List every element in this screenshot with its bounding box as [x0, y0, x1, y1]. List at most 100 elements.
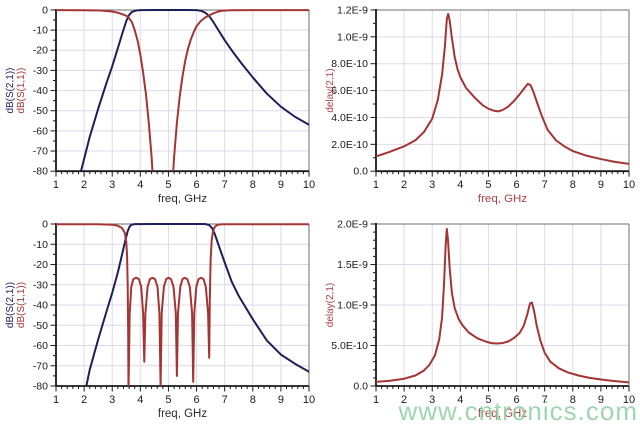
svg-text:3: 3 — [429, 394, 435, 406]
grid — [376, 224, 629, 386]
svg-text:4: 4 — [457, 179, 463, 191]
svg-text:6: 6 — [513, 394, 519, 406]
svg-text:0.0: 0.0 — [353, 167, 368, 178]
svg-text:2.0E-10: 2.0E-10 — [331, 140, 368, 151]
svg-text:9: 9 — [598, 394, 604, 406]
svg-text:7: 7 — [542, 394, 548, 406]
svg-text:5: 5 — [165, 179, 171, 191]
svg-text:1: 1 — [373, 394, 379, 406]
y-tick-labels: 0.0 2.0E-10 4.0E-10 6.0E-10 8.0E-10 1.0E-9 1.2… — [331, 5, 368, 177]
svg-text:-60: -60 — [33, 126, 48, 137]
svg-text:5: 5 — [165, 394, 171, 406]
svg-text:2: 2 — [401, 394, 407, 406]
x-axis-ticks — [55, 171, 310, 177]
svg-text:-30: -30 — [33, 66, 48, 77]
svg-text:1.0E-9: 1.0E-9 — [337, 32, 368, 43]
svg-text:8: 8 — [570, 394, 576, 406]
svg-text:10: 10 — [303, 179, 315, 191]
svg-text:-50: -50 — [33, 106, 48, 117]
svg-text:2: 2 — [401, 179, 407, 191]
frame — [376, 9, 630, 172]
series-dB(S(2,1)) — [79, 8, 309, 172]
svg-text:0.0: 0.0 — [353, 381, 368, 393]
svg-text:4.0E-10: 4.0E-10 — [331, 113, 368, 124]
svg-text:7: 7 — [222, 394, 228, 406]
svg-text:2: 2 — [81, 394, 87, 406]
svg-text:5: 5 — [485, 179, 491, 191]
svg-text:7: 7 — [222, 179, 228, 191]
svg-text:-70: -70 — [33, 147, 48, 158]
y-axis-label-1: dB(S(1,1)) — [16, 68, 27, 114]
svg-text:-80: -80 — [33, 381, 48, 393]
x-tick-labels: 1 2 3 4 5 6 7 8 9 10 — [53, 179, 315, 191]
svg-text:-40: -40 — [33, 86, 48, 97]
svg-text:1.5E-9: 1.5E-9 — [337, 259, 368, 271]
svg-text:1.0E-9: 1.0E-9 — [337, 300, 368, 312]
x-axis-label: freq, GHz — [158, 193, 207, 205]
svg-text:10: 10 — [623, 394, 635, 406]
chart-svg-sparams-butterworth: 1 2 3 4 5 6 7 8 9 10 0 -10 -20 -30 -40 -50 -60 -70 -80 freq… — [5, 5, 315, 205]
y-axis-ticks — [50, 223, 56, 387]
y-axis-label-1: dB(S(1,1)) — [16, 282, 27, 328]
y-tick-labels: 0.0 5.0E-10 1.0E-9 1.5E-9 2.0E-9 — [331, 219, 368, 393]
svg-text:6.0E-10: 6.0E-10 — [331, 86, 368, 97]
svg-text:-80: -80 — [33, 167, 48, 178]
svg-text:6: 6 — [513, 179, 519, 191]
chart-delay-butterworth: 1 2 3 4 5 6 7 8 9 10 0.0 2.0E-10 4.0E-10 6.0E-10 8.0E-… — [320, 0, 640, 214]
svg-text:-20: -20 — [33, 259, 48, 271]
y-axis-label-0: delay(2,1) — [325, 283, 336, 327]
svg-text:4: 4 — [457, 394, 463, 406]
svg-text:9: 9 — [278, 394, 284, 406]
svg-text:4: 4 — [137, 179, 143, 191]
frame — [376, 223, 630, 386]
x-axis-label: freq, GHz — [158, 408, 207, 420]
svg-text:-70: -70 — [33, 360, 48, 372]
svg-text:-10: -10 — [33, 239, 48, 251]
svg-text:5: 5 — [485, 394, 491, 406]
svg-text:3: 3 — [429, 179, 435, 191]
svg-text:6: 6 — [193, 394, 199, 406]
series-delay(2,1) — [376, 227, 629, 384]
svg-text:9: 9 — [598, 179, 604, 191]
x-axis-label: freq, GHz — [478, 408, 527, 420]
svg-text:-20: -20 — [33, 46, 48, 57]
svg-text:1: 1 — [53, 179, 59, 191]
axes — [55, 8, 309, 173]
y-axis-ticks — [50, 9, 56, 172]
x-axis-ticks — [375, 171, 630, 177]
series-delay(2,1) — [376, 12, 629, 165]
grid — [56, 9, 309, 172]
axes — [375, 8, 629, 173]
svg-text:8.0E-10: 8.0E-10 — [331, 59, 368, 70]
series-dB(S(1,1)) — [56, 223, 309, 386]
svg-text:0: 0 — [42, 219, 48, 231]
x-tick-labels: 1 2 3 4 5 6 7 8 9 10 — [53, 394, 315, 406]
x-axis-label: freq, GHz — [478, 193, 527, 205]
svg-text:8: 8 — [250, 394, 256, 406]
chart-sparams-butterworth: 1 2 3 4 5 6 7 8 9 10 0 -10 -20 -30 -40 -50 -60 -70 -80 freq… — [0, 0, 320, 214]
svg-text:1: 1 — [53, 394, 59, 406]
y-axis-label-0: dB(S(2,1)) — [5, 282, 16, 328]
y-axis-label-0: delay(2,1) — [325, 68, 336, 112]
svg-text:8: 8 — [570, 179, 576, 191]
series-dB(S(1,1)) — [56, 9, 309, 172]
chart-svg-delay-butterworth: 1 2 3 4 5 6 7 8 9 10 0.0 2.0E-10 4.0E-10 6.0E-10 8.0E-… — [325, 5, 635, 205]
y-axis-ticks — [370, 223, 376, 387]
x-axis-ticks — [375, 386, 630, 392]
y-axis-label-0: dB(S(2,1)) — [5, 68, 16, 114]
svg-text:5.0E-10: 5.0E-10 — [331, 340, 368, 352]
svg-text:9: 9 — [278, 179, 284, 191]
chart-sparams-chebyshev: 1 2 3 4 5 6 7 8 9 10 0 -10 -20 -30 -40 -50 -60 -70 -80 freq… — [0, 214, 320, 429]
x-axis-ticks — [55, 386, 310, 392]
x-tick-labels: 1 2 3 4 5 6 7 8 9 10 — [373, 179, 635, 191]
svg-text:-50: -50 — [33, 320, 48, 332]
grid — [376, 9, 629, 172]
svg-text:-30: -30 — [33, 279, 48, 291]
y-tick-labels: 0 -10 -20 -30 -40 -50 -60 -70 -80 — [33, 5, 48, 177]
svg-text:10: 10 — [623, 179, 635, 191]
svg-text:-60: -60 — [33, 340, 48, 352]
svg-text:6: 6 — [193, 179, 199, 191]
svg-text:1.2E-9: 1.2E-9 — [337, 5, 368, 16]
